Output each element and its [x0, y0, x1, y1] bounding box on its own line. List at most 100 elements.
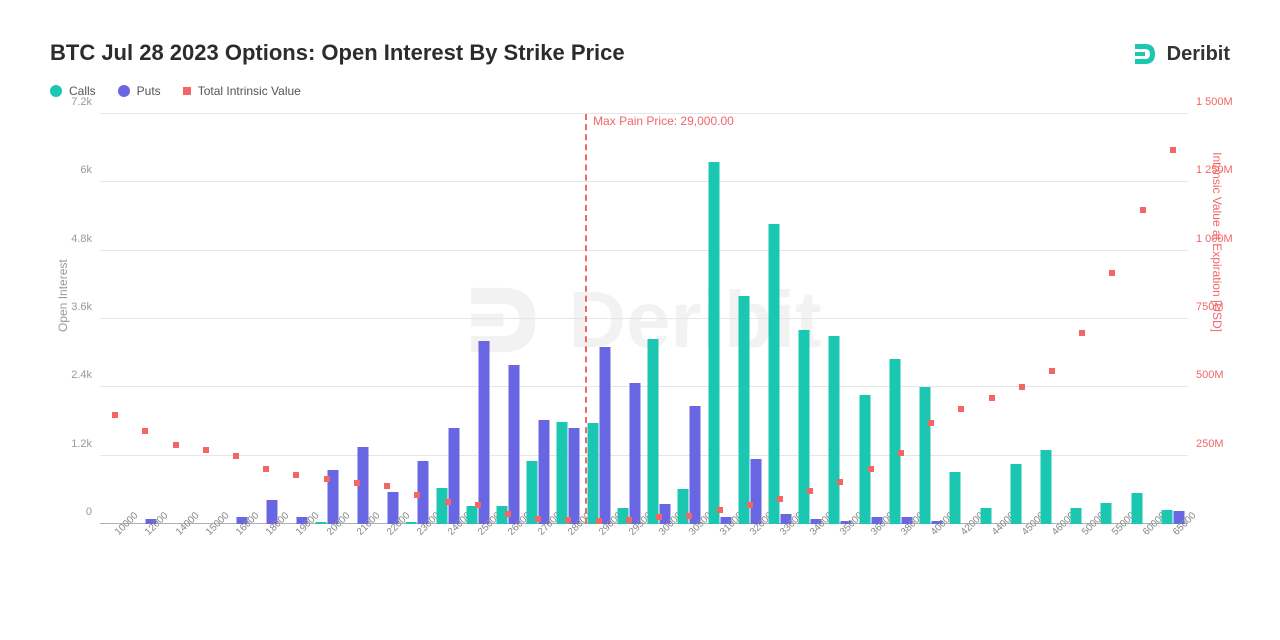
- puts-bar[interactable]: [509, 365, 520, 524]
- y-left-tick: 4.8k: [71, 233, 100, 245]
- intrinsic-marker[interactable]: [324, 476, 330, 482]
- puts-bar[interactable]: [569, 428, 580, 524]
- bar-group: [315, 114, 338, 524]
- intrinsic-marker[interactable]: [203, 447, 209, 453]
- puts-bar[interactable]: [448, 428, 459, 524]
- max-pain-line: [585, 114, 587, 524]
- puts-bar[interactable]: [539, 420, 550, 524]
- bar-group: [1041, 114, 1064, 524]
- intrinsic-marker[interactable]: [1109, 270, 1115, 276]
- intrinsic-marker[interactable]: [445, 499, 451, 505]
- calls-bar[interactable]: [1071, 508, 1082, 524]
- calls-bar[interactable]: [829, 336, 840, 524]
- intrinsic-marker[interactable]: [293, 472, 299, 478]
- bar-group: [497, 114, 520, 524]
- max-pain-label: Max Pain Price: 29,000.00: [585, 114, 734, 128]
- intrinsic-marker[interactable]: [112, 412, 118, 418]
- bar-group: [406, 114, 429, 524]
- intrinsic-marker[interactable]: [142, 428, 148, 434]
- puts-bar[interactable]: [629, 383, 640, 524]
- calls-bar[interactable]: [950, 472, 961, 524]
- calls-bar[interactable]: [1161, 510, 1172, 524]
- y-left-tick: 0: [86, 506, 100, 518]
- plot-area: 01.2k2.4k3.6k4.8k6k7.2k250M500M750M1 000…: [100, 114, 1188, 524]
- intrinsic-marker[interactable]: [596, 518, 602, 524]
- calls-bar[interactable]: [1010, 464, 1021, 524]
- intrinsic-marker[interactable]: [505, 511, 511, 517]
- intrinsic-marker[interactable]: [807, 488, 813, 494]
- intrinsic-marker[interactable]: [989, 395, 995, 401]
- brand-name: Deribit: [1167, 43, 1230, 66]
- bar-group: [889, 114, 912, 524]
- intrinsic-marker[interactable]: [384, 483, 390, 489]
- y-right-tick: 250M: [1188, 438, 1224, 450]
- calls-bar[interactable]: [436, 488, 447, 524]
- intrinsic-marker[interactable]: [535, 516, 541, 522]
- calls-bar[interactable]: [920, 387, 931, 524]
- puts-bar[interactable]: [690, 406, 701, 524]
- calls-bar[interactable]: [980, 508, 991, 524]
- bar-group: [376, 114, 399, 524]
- intrinsic-marker[interactable]: [1049, 368, 1055, 374]
- intrinsic-marker[interactable]: [1079, 330, 1085, 336]
- calls-bar[interactable]: [738, 296, 749, 524]
- calls-bar[interactable]: [648, 339, 659, 524]
- intrinsic-marker[interactable]: [717, 507, 723, 513]
- bar-group: [255, 114, 278, 524]
- bar-group: [527, 114, 550, 524]
- calls-bar[interactable]: [315, 522, 326, 524]
- intrinsic-marker[interactable]: [686, 513, 692, 519]
- bar-group: [285, 114, 308, 524]
- calls-bar[interactable]: [859, 395, 870, 524]
- legend-puts[interactable]: Puts: [118, 84, 161, 98]
- intrinsic-marker[interactable]: [868, 466, 874, 472]
- intrinsic-marker[interactable]: [354, 480, 360, 486]
- intrinsic-marker[interactable]: [928, 420, 934, 426]
- bar-group: [859, 114, 882, 524]
- bar-group: [345, 114, 368, 524]
- y-right-tick: 1 000M: [1188, 233, 1233, 245]
- intrinsic-marker[interactable]: [565, 517, 571, 523]
- bar-group: [587, 114, 610, 524]
- bar-group: [980, 114, 1003, 524]
- calls-bar[interactable]: [1101, 503, 1112, 524]
- y-right-tick: 750M: [1188, 301, 1224, 313]
- intrinsic-marker[interactable]: [1019, 384, 1025, 390]
- intrinsic-marker[interactable]: [1140, 207, 1146, 213]
- intrinsic-marker[interactable]: [233, 453, 239, 459]
- bar-group: [557, 114, 580, 524]
- calls-bar[interactable]: [557, 422, 568, 525]
- intrinsic-marker[interactable]: [414, 492, 420, 498]
- calls-bar[interactable]: [1041, 450, 1052, 524]
- calls-bar[interactable]: [799, 330, 810, 524]
- calls-bar[interactable]: [708, 162, 719, 524]
- intrinsic-marker[interactable]: [837, 479, 843, 485]
- legend-intrinsic[interactable]: Total Intrinsic Value: [183, 84, 301, 98]
- calls-bar[interactable]: [769, 224, 780, 524]
- puts-bar[interactable]: [599, 347, 610, 524]
- intrinsic-marker[interactable]: [898, 450, 904, 456]
- puts-bar[interactable]: [478, 341, 489, 524]
- intrinsic-marker[interactable]: [958, 406, 964, 412]
- bar-group: [134, 114, 157, 524]
- y-left-tick: 1.2k: [71, 438, 100, 450]
- intrinsic-marker[interactable]: [747, 502, 753, 508]
- calls-bar[interactable]: [587, 423, 598, 524]
- puts-bar[interactable]: [750, 459, 761, 524]
- intrinsic-marker[interactable]: [626, 517, 632, 523]
- intrinsic-marker[interactable]: [475, 502, 481, 508]
- intrinsic-marker[interactable]: [173, 442, 179, 448]
- calls-bar[interactable]: [1131, 493, 1142, 524]
- bar-group: [769, 114, 792, 524]
- bar-group: [104, 114, 127, 524]
- intrinsic-marker[interactable]: [777, 496, 783, 502]
- bar-group: [648, 114, 671, 524]
- calls-bar[interactable]: [889, 359, 900, 524]
- intrinsic-marker[interactable]: [656, 514, 662, 520]
- bar-group: [225, 114, 248, 524]
- calls-bar[interactable]: [406, 522, 417, 524]
- bar-group: [617, 114, 640, 524]
- calls-bar[interactable]: [466, 506, 477, 524]
- intrinsic-marker[interactable]: [1170, 147, 1176, 153]
- intrinsic-marker[interactable]: [263, 466, 269, 472]
